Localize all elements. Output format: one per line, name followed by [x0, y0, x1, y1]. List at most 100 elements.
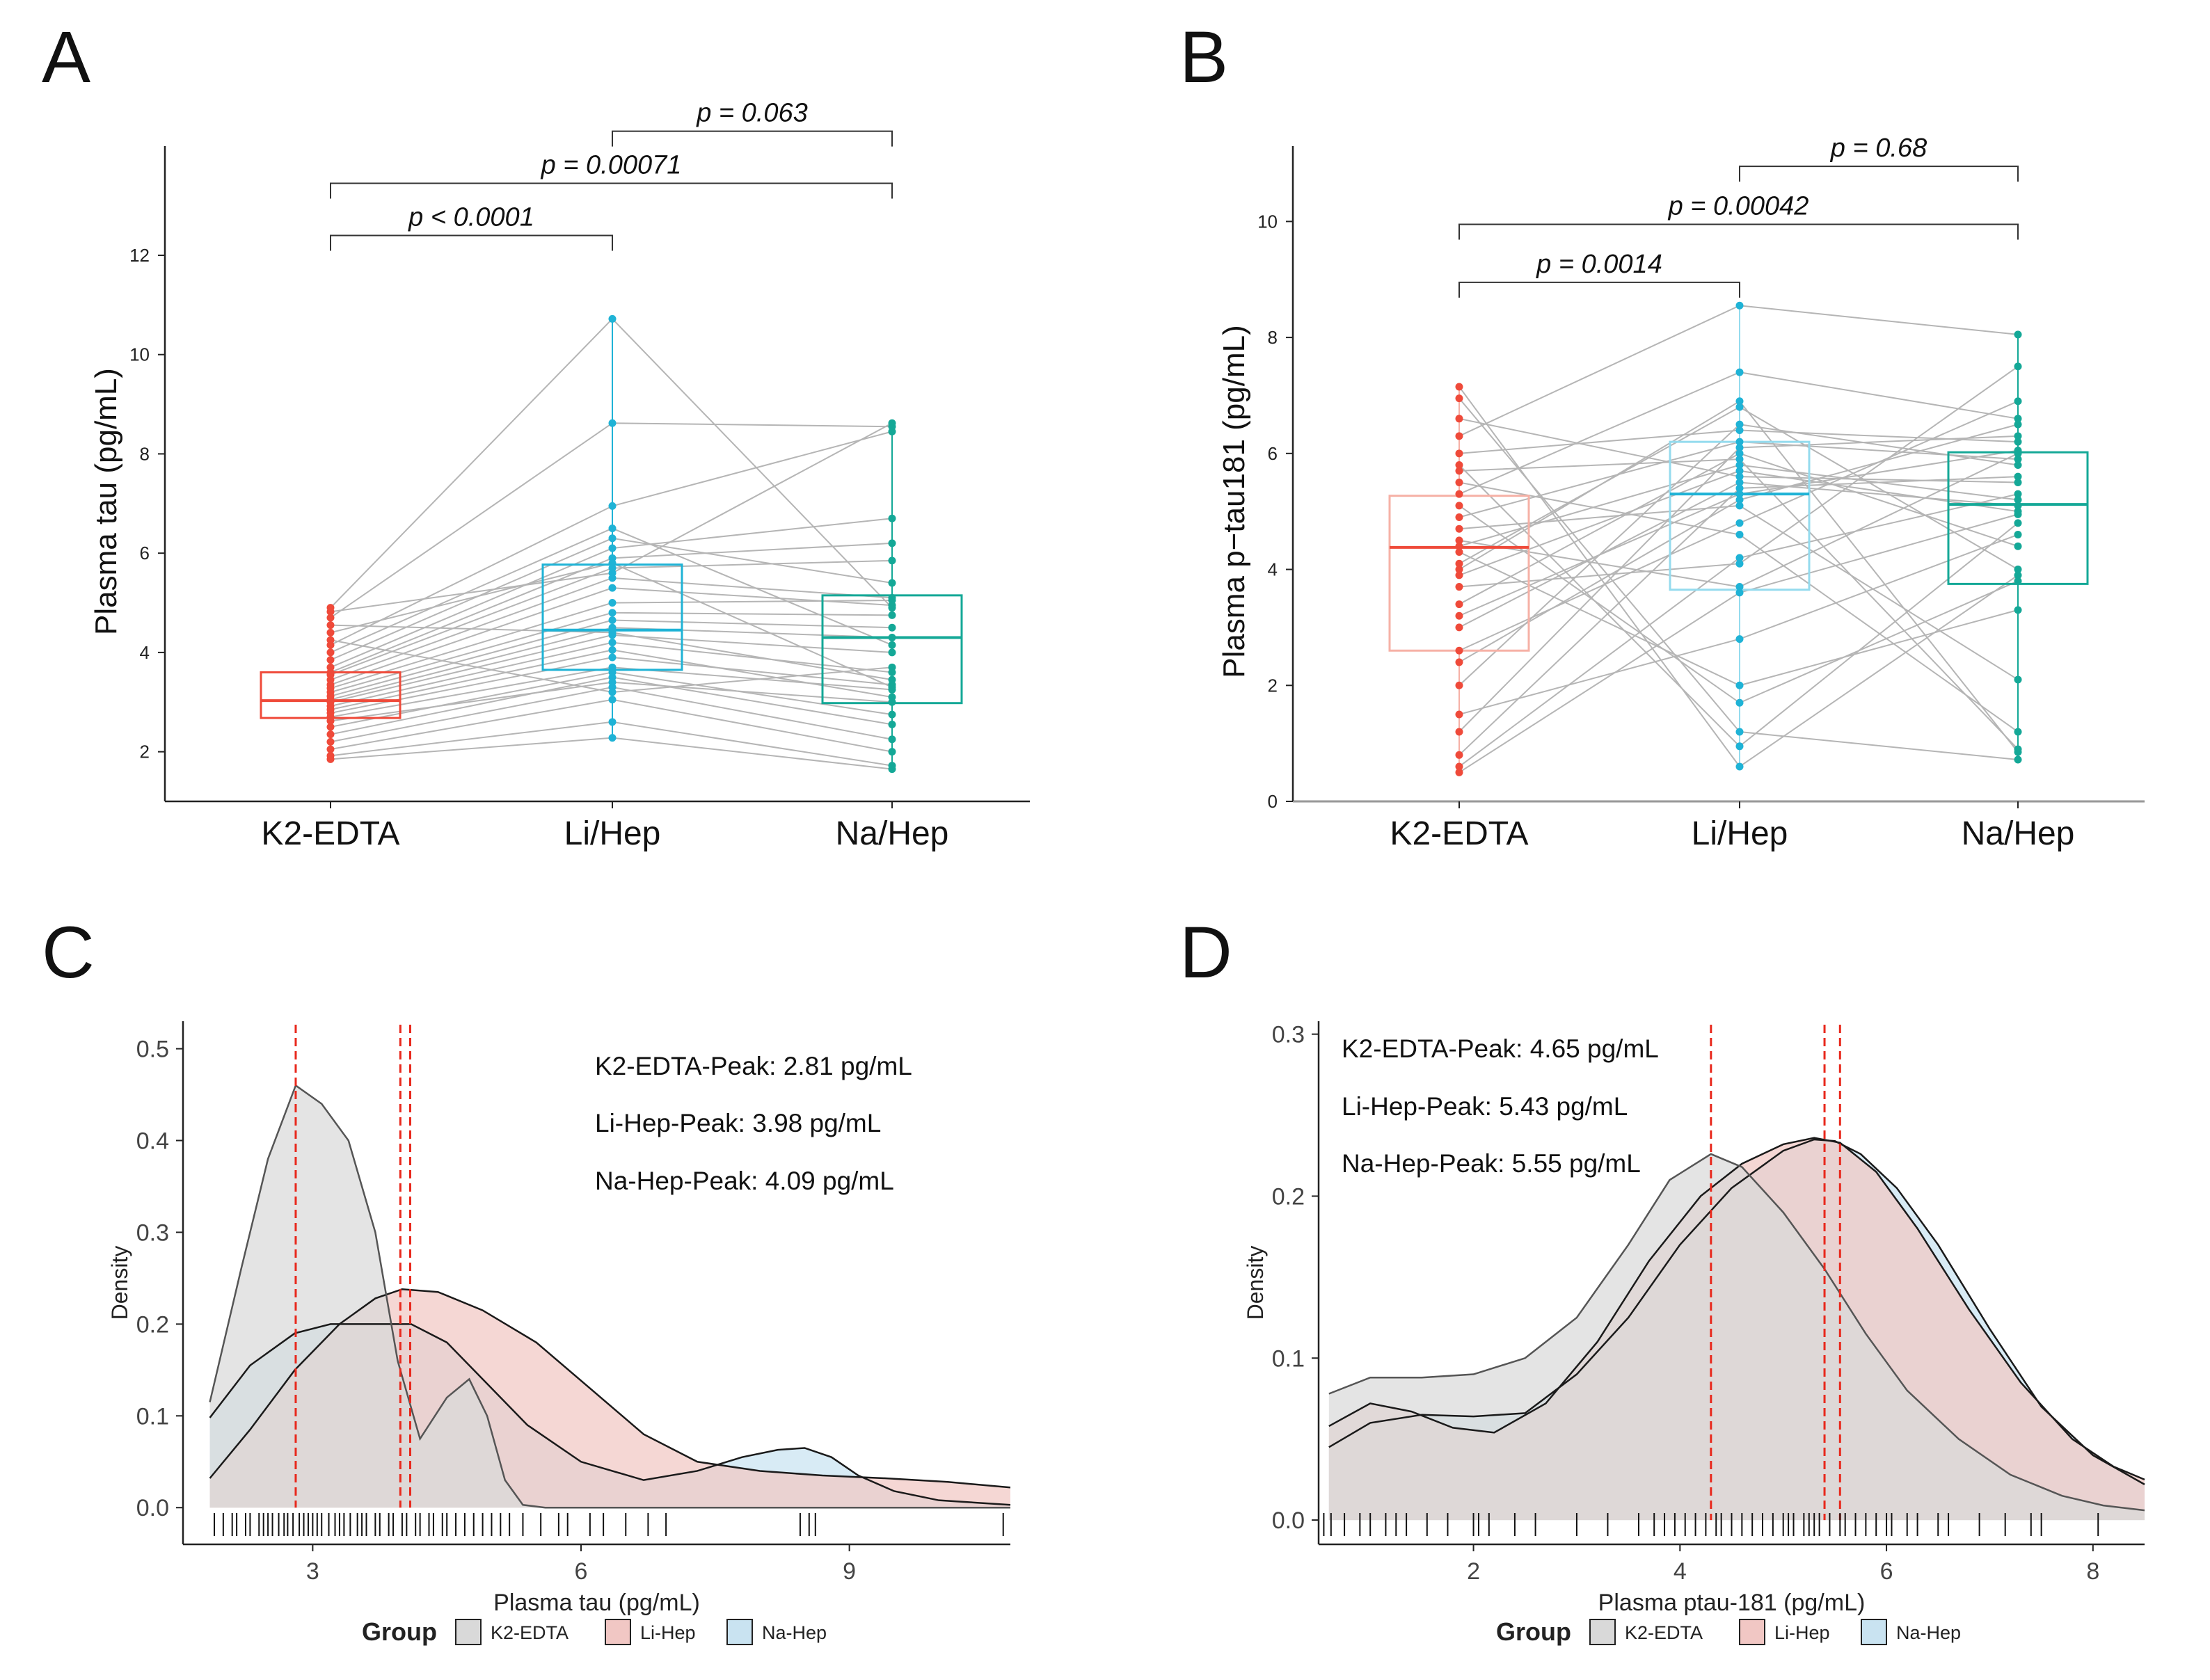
legend-swatch	[1861, 1619, 1887, 1645]
data-point	[326, 730, 335, 739]
y-tick-label: 0.3	[1272, 1022, 1305, 1048]
data-point	[888, 634, 896, 641]
data-point	[888, 748, 896, 756]
y-tick-label: 0.4	[136, 1128, 169, 1155]
x-tick-label: 6	[575, 1558, 588, 1585]
data-point	[2014, 675, 2022, 684]
data-point	[1455, 583, 1463, 591]
data-point	[326, 636, 335, 644]
x-tick-label: 2	[1467, 1558, 1480, 1585]
x-axis-title: Plasma ptau-181 (pg/mL)	[1598, 1590, 1866, 1616]
data-point	[888, 710, 896, 719]
data-point	[1455, 542, 1463, 550]
x-tick-label: 3	[306, 1558, 319, 1585]
y-tick-label: 10	[1257, 211, 1278, 232]
data-point	[1735, 681, 1744, 689]
data-point	[326, 614, 335, 622]
data-point	[1735, 762, 1744, 771]
panel-label-b: B	[1179, 17, 1228, 98]
data-point	[1455, 394, 1463, 403]
data-point	[2014, 507, 2022, 515]
data-point	[608, 525, 617, 532]
data-point	[326, 751, 335, 760]
legend-title: Group	[362, 1617, 437, 1646]
data-point	[888, 539, 896, 547]
y-axis-title: Plasma p−tau181 (pg/mL)	[1217, 325, 1251, 678]
comparison-p-value: p = 0.68	[1830, 134, 1927, 163]
data-point	[608, 609, 617, 617]
data-point	[1735, 490, 1744, 498]
x-tick-label: 9	[843, 1558, 856, 1585]
comparison-p-value: p = 0.063	[696, 99, 808, 128]
data-point	[326, 737, 335, 746]
x-tick-label: 4	[1674, 1558, 1687, 1585]
data-point	[608, 646, 617, 654]
x-tick-label: 8	[2086, 1558, 2099, 1585]
data-point	[1735, 589, 1744, 597]
legend-swatch	[1739, 1619, 1765, 1645]
panel-b-boxplot: 0 2 4 6 8 10 Plasma p−tau181 (pg/mL) K2-EDTA Li/…	[1217, 134, 2145, 852]
data-point	[1735, 426, 1744, 434]
data-point	[1455, 490, 1463, 498]
y-tick-label: 0.1	[1272, 1345, 1305, 1372]
comparison-p-value: p = 0.00042	[1668, 192, 1809, 221]
peak-annotation: Li-Hep-Peak: 5.43 pg/mL	[1342, 1092, 1628, 1121]
peak-annotation: Na-Hep-Peak: 4.09 pg/mL	[595, 1167, 894, 1195]
legend-entry: K2-EDTA	[1625, 1622, 1703, 1643]
data-point	[1455, 751, 1463, 759]
y-tick-label: 0.1	[136, 1403, 169, 1430]
data-point	[1455, 658, 1463, 666]
y-tick-label: 0	[1268, 791, 1278, 812]
paired-line	[330, 422, 893, 613]
data-point	[888, 623, 896, 632]
x-tick-label: K2-EDTA	[1390, 815, 1528, 852]
density-area-k2-edta	[209, 1085, 1011, 1508]
data-point	[1735, 519, 1744, 527]
y-tick-label: 2	[140, 742, 150, 762]
data-point	[1455, 611, 1463, 620]
density-curve-li-hep	[1328, 1137, 2145, 1481]
data-point	[1735, 742, 1744, 751]
data-point	[608, 419, 617, 427]
data-point	[2014, 542, 2022, 550]
data-point	[608, 653, 617, 662]
data-point	[2014, 362, 2022, 371]
panel-label-d: D	[1179, 912, 1232, 993]
comparison-bracket	[330, 182, 893, 199]
data-point	[1455, 502, 1463, 510]
data-point	[608, 718, 617, 726]
comparison-bracket	[612, 130, 893, 147]
density-area-k2-edta	[1328, 1153, 2145, 1521]
legend-swatch	[1589, 1619, 1616, 1645]
data-point	[1455, 566, 1463, 574]
data-point	[888, 762, 896, 770]
peak-annotation: Li-Hep-Peak: 3.98 pg/mL	[595, 1109, 881, 1137]
data-point	[888, 720, 896, 728]
data-point	[1735, 583, 1744, 591]
data-point	[608, 502, 617, 510]
data-point	[2014, 728, 2022, 736]
data-point	[888, 735, 896, 744]
data-point	[608, 314, 617, 323]
panel-d-density: 0.0 0.1 0.2 0.3 2 4 6 8 Plasma ptau-181 (pg/mL) D…	[1243, 1021, 2145, 1616]
paired-line	[330, 737, 893, 770]
data-point	[888, 641, 896, 649]
comparison-p-value: p < 0.0001	[408, 202, 534, 232]
data-point	[888, 663, 896, 671]
data-point	[888, 557, 896, 565]
paired-line	[1458, 551, 2019, 687]
data-point	[608, 584, 617, 592]
y-tick-label: 4	[140, 642, 150, 663]
data-point	[326, 656, 335, 664]
panel-label-c: C	[42, 912, 95, 993]
data-point	[2014, 606, 2022, 614]
data-point	[1455, 728, 1463, 736]
x-tick-label: Li/Hep	[564, 815, 661, 852]
data-point	[1455, 449, 1463, 458]
data-point	[1455, 536, 1463, 545]
y-tick-label: 10	[129, 344, 150, 365]
data-point	[2014, 755, 2022, 764]
data-point	[1455, 762, 1463, 771]
y-tick-label: 6	[1268, 443, 1278, 464]
